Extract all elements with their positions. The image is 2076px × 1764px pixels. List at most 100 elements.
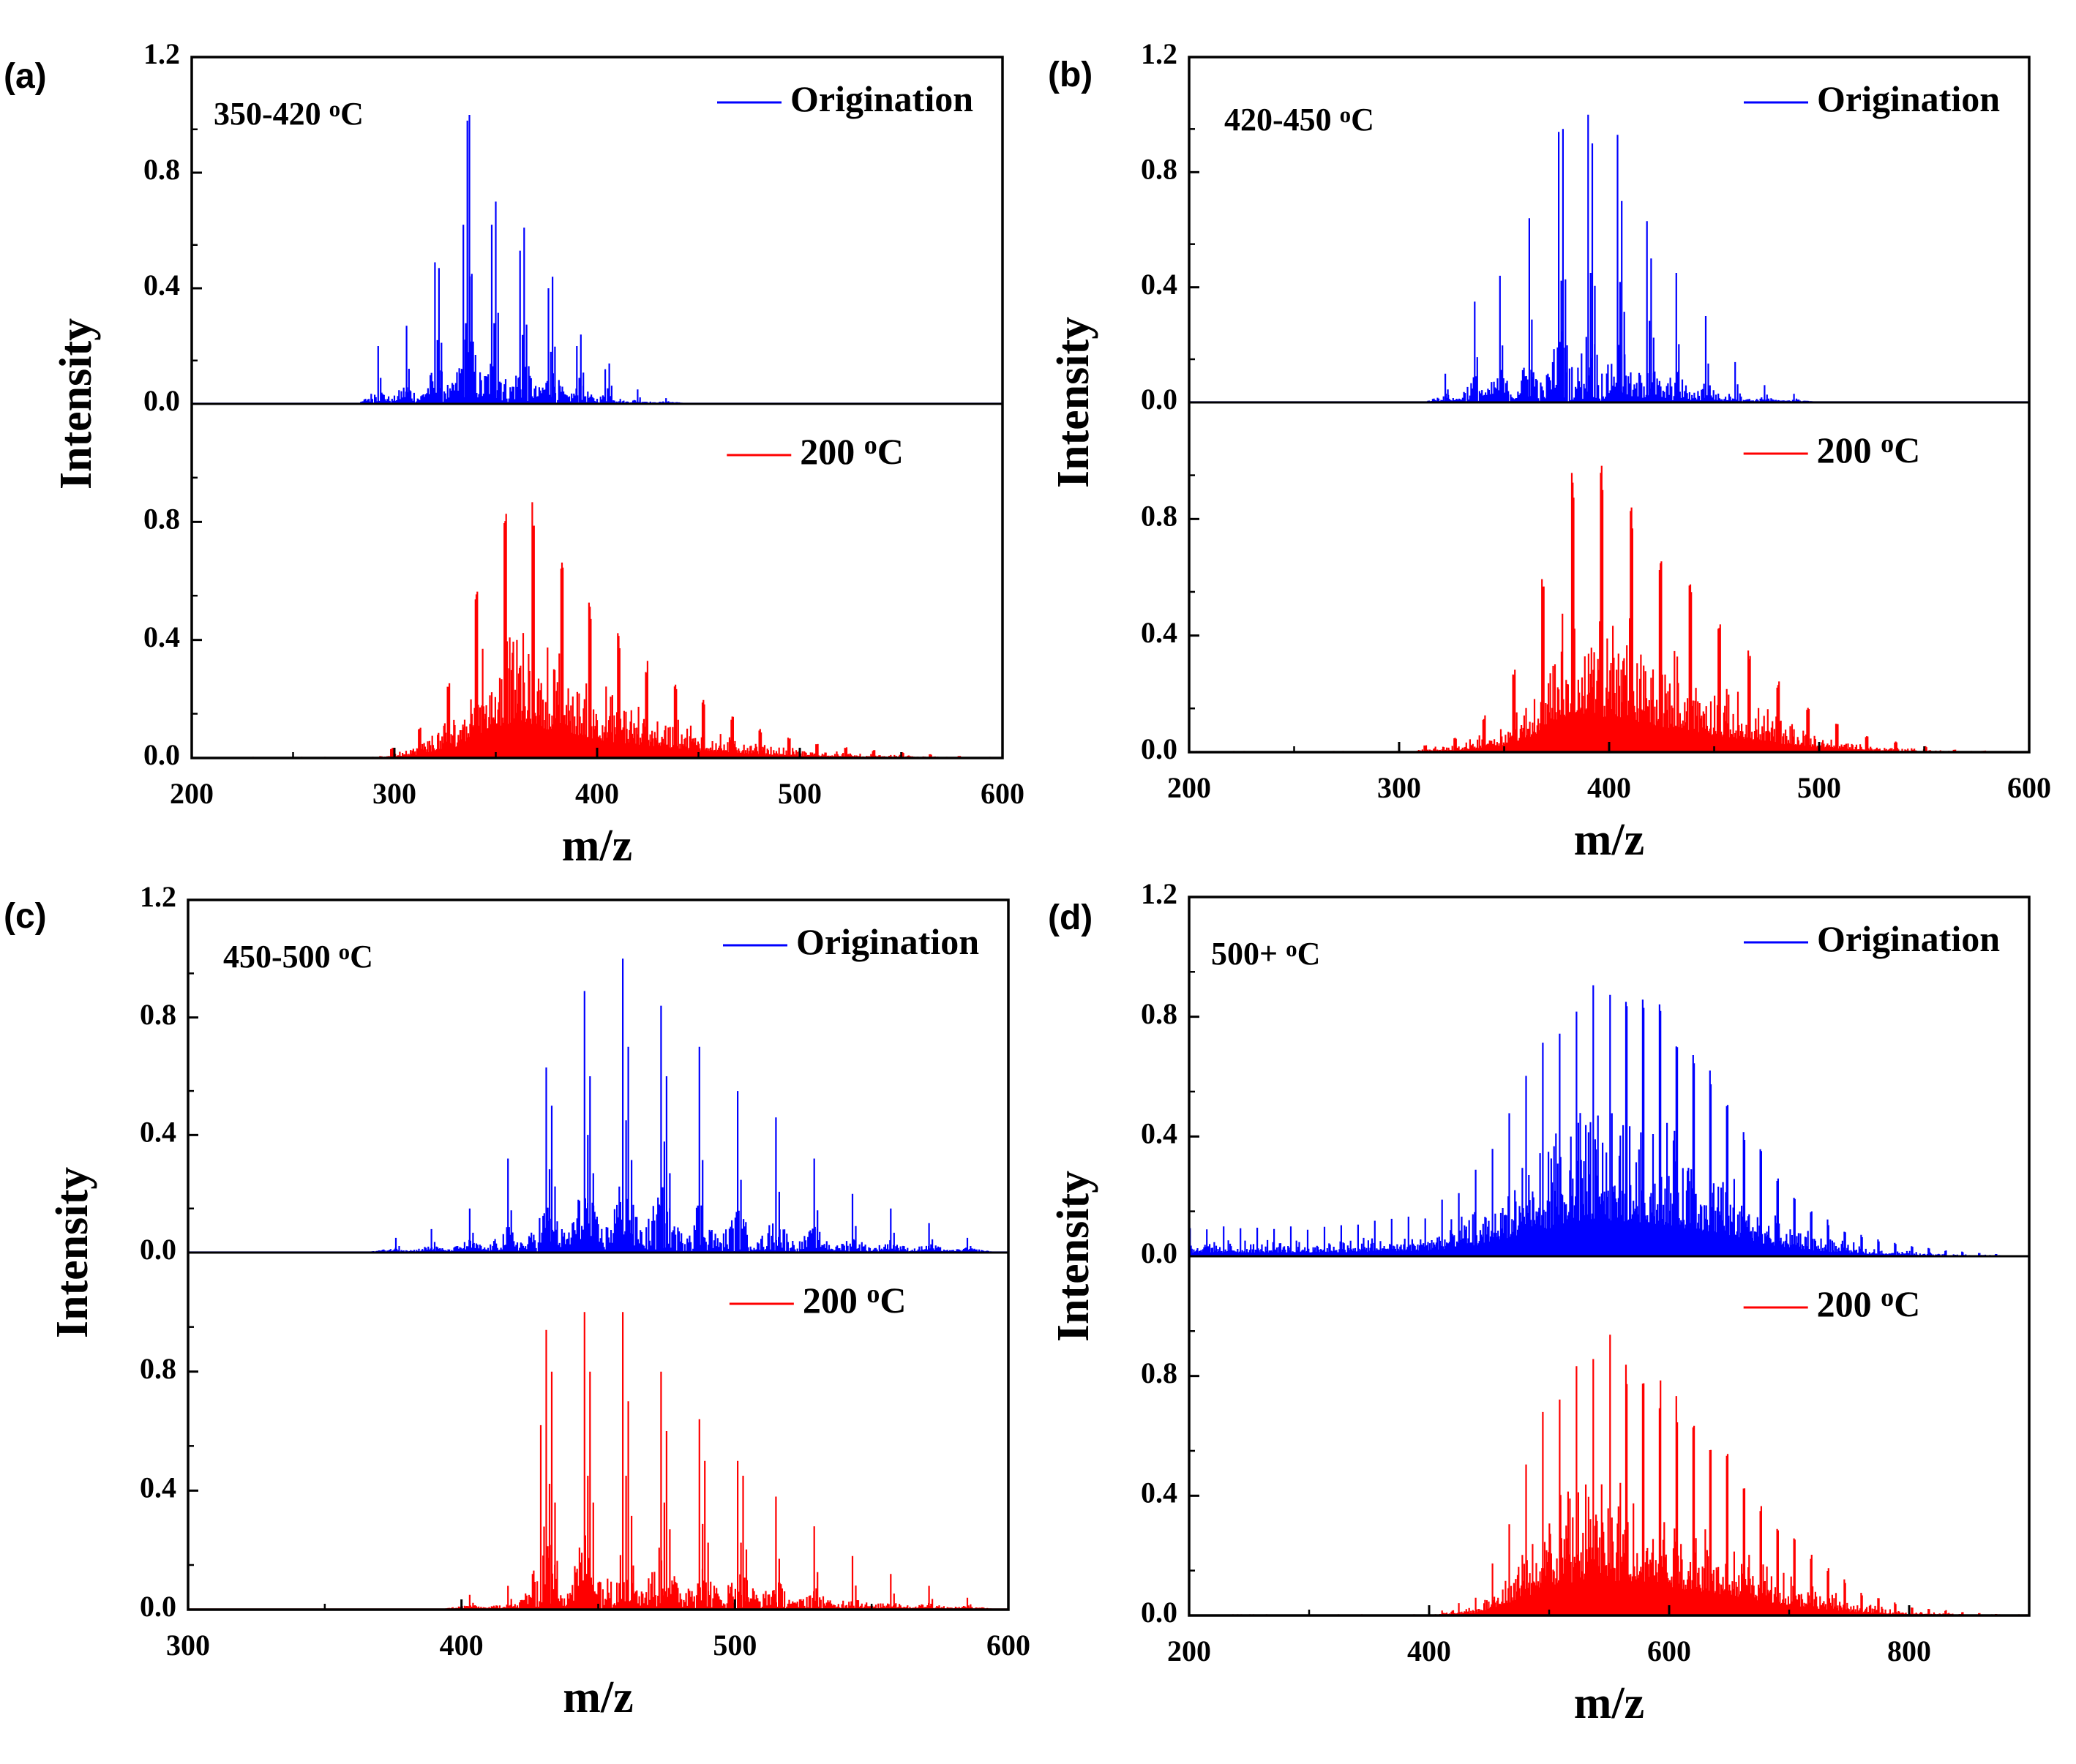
panel-label: (d) (1048, 898, 1093, 937)
y-axis-label: Intensity (1049, 317, 1098, 488)
spectrum-bottom (190, 502, 1003, 758)
legend-bottom: 200 oC (1743, 1283, 1921, 1324)
series-top (1188, 985, 2029, 1258)
x-axis-label: m/z (1574, 1678, 1644, 1728)
y-tick-label: 1.2 (140, 880, 176, 913)
y-tick-label: 0.8 (143, 153, 180, 186)
y-axis-label: Intensity (1049, 1171, 1098, 1342)
x-axis-label: m/z (563, 1673, 633, 1722)
x-tick-label: 400 (440, 1629, 484, 1662)
panel-a: 0.0 0.4 0.8 1.2 Origination 0.0 0.4 0.8 200 oC 20… (4, 37, 1024, 871)
y-tick-label: 0.8 (140, 1352, 176, 1385)
legend-label-origination: Origination (1817, 918, 2000, 959)
temperature-range-label: 350-420 oC (214, 96, 364, 132)
y-tick-label: 1.2 (143, 37, 180, 70)
series-bottom (187, 1312, 1008, 1611)
legend-label-origination: Origination (796, 921, 979, 962)
temperature-range-label: 420-450 oC (1224, 102, 1374, 138)
y-axis-label: Intensity (48, 1167, 97, 1338)
series-bottom (1188, 1335, 2029, 1617)
x-axis-label: m/z (1574, 815, 1644, 865)
y-tick-label: 0.4 (143, 269, 180, 301)
y-tick-label: 0.8 (1141, 153, 1177, 186)
y-tick-label: 0.8 (1141, 1356, 1177, 1389)
y-tick-label: 0.4 (143, 620, 180, 653)
plot-frame (1188, 56, 2031, 754)
spectrum-top (1188, 114, 2031, 402)
x-tick-label: 200 (1167, 771, 1211, 804)
y-tick-label: 0.8 (140, 998, 176, 1031)
spectrum-top (1188, 985, 2029, 1256)
legend-label-200c: 200 oC (1817, 429, 1921, 470)
x-tick-label: 500 (713, 1629, 757, 1662)
spectrum-top (190, 115, 1004, 404)
series-bottom (190, 502, 1003, 759)
legend-label-200c: 200 oC (800, 430, 904, 472)
x-tick-label: 300 (166, 1629, 210, 1662)
x-tick-label: 400 (575, 777, 619, 810)
y-tick-label: 0.4 (1141, 1117, 1177, 1150)
y-tick-label: 1.2 (1141, 37, 1177, 70)
series-top (187, 958, 1008, 1254)
x-tick-label: 300 (372, 777, 416, 810)
y-tick-label: 0.0 (1141, 1236, 1177, 1269)
x-tick-label: 200 (170, 777, 214, 810)
y-tick-label: 0.0 (1141, 1596, 1177, 1629)
legend-bottom: 200 oC (729, 1279, 906, 1321)
y-tick-label: 0.4 (140, 1116, 176, 1149)
legend-bottom: 200 oC (727, 430, 904, 472)
x-tick-label: 400 (1587, 771, 1631, 804)
legend-label-origination: Origination (1817, 78, 2000, 119)
x-tick-label: 600 (2007, 771, 2051, 804)
x-tick-label: 300 (1377, 771, 1421, 804)
panel-label: (c) (4, 897, 47, 936)
x-tick-label: 600 (981, 777, 1024, 810)
panel-d: 0.0 0.4 0.8 1.2 Origination 0.0 0.4 0.8 200 oC 20… (1048, 877, 2031, 1728)
y-tick-label: 0.0 (143, 384, 180, 417)
legend-top: Origination (717, 78, 973, 119)
x-axis-label: m/z (562, 821, 632, 871)
x-tick-label: 200 (1167, 1634, 1211, 1667)
spectrum-bottom (1188, 1335, 2029, 1615)
y-axis-label: Intensity (51, 318, 101, 489)
y-tick-label: 0.8 (1141, 500, 1177, 533)
y-tick-label: 0.4 (1141, 1476, 1177, 1509)
x-tick-label: 500 (1797, 771, 1841, 804)
y-tick-label: 0.0 (1141, 732, 1177, 765)
legend-top: Origination (1744, 78, 2000, 119)
panel-label: (a) (4, 57, 47, 96)
legend-label-200c: 200 oC (1817, 1283, 1921, 1324)
y-tick-label: 1.2 (1141, 877, 1177, 910)
x-tick-label: 600 (986, 1629, 1030, 1662)
y-tick-label: 0.4 (1141, 268, 1177, 301)
x-tick-label: 400 (1407, 1634, 1451, 1667)
y-tick-label: 0.4 (140, 1471, 176, 1504)
panel-label: (b) (1048, 56, 1093, 94)
series-top (1188, 114, 2031, 404)
spectrum-top (187, 958, 1008, 1253)
x-tick-label: 600 (1647, 1634, 1691, 1667)
panel-b: 0.0 0.4 0.8 1.2 Origination 0.0 0.4 0.8 200 oC 20… (1048, 37, 2051, 865)
y-tick-label: 0.8 (143, 503, 180, 536)
plot-frame (187, 898, 1010, 1611)
legend-top: Origination (1744, 918, 2000, 959)
series-top (190, 115, 1004, 405)
y-tick-label: 0.8 (1141, 997, 1177, 1030)
legend-top: Origination (723, 921, 979, 962)
legend-label-origination: Origination (790, 78, 973, 119)
series-bottom (1188, 465, 2029, 754)
y-tick-label: 0.4 (1141, 616, 1177, 649)
panel-c: 0.0 0.4 0.8 1.2 Origination 0.0 0.4 0.8 200 oC 30… (4, 880, 1030, 1722)
x-tick-label: 800 (1887, 1634, 1931, 1667)
spectrum-bottom (1188, 465, 2029, 752)
y-tick-label: 0.0 (140, 1590, 176, 1623)
y-tick-label: 0.0 (143, 738, 180, 771)
y-tick-label: 0.0 (140, 1233, 176, 1266)
spectrum-bottom (187, 1312, 1008, 1610)
temperature-range-label: 500+ oC (1211, 936, 1320, 972)
temperature-range-label: 450-500 oC (223, 939, 373, 975)
y-tick-label: 0.0 (1141, 383, 1177, 416)
legend-bottom: 200 oC (1743, 429, 1921, 470)
plot-frame (190, 56, 1004, 759)
